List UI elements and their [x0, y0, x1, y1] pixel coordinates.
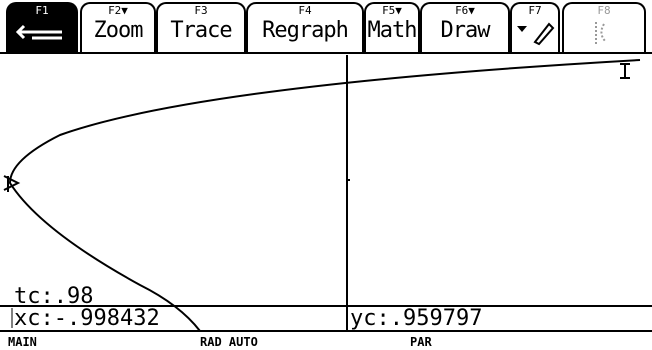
- graph-area: [0, 0, 652, 350]
- y-coordinate: yc:.959797: [350, 308, 482, 330]
- status-folder: MAIN: [8, 335, 37, 349]
- busy-indicator: [620, 64, 630, 78]
- x-coordinate: xc:-.998432: [14, 308, 160, 330]
- parametric-curve: [10, 60, 640, 331]
- calculator-screen: F1 F2▼ Zoom F3 Trace F4 Regraph F5▼ Math…: [0, 0, 652, 350]
- status-mode: RAD AUTO: [200, 335, 258, 349]
- trace-param: tc:.98: [14, 286, 93, 308]
- status-graph-mode: PAR: [410, 335, 432, 349]
